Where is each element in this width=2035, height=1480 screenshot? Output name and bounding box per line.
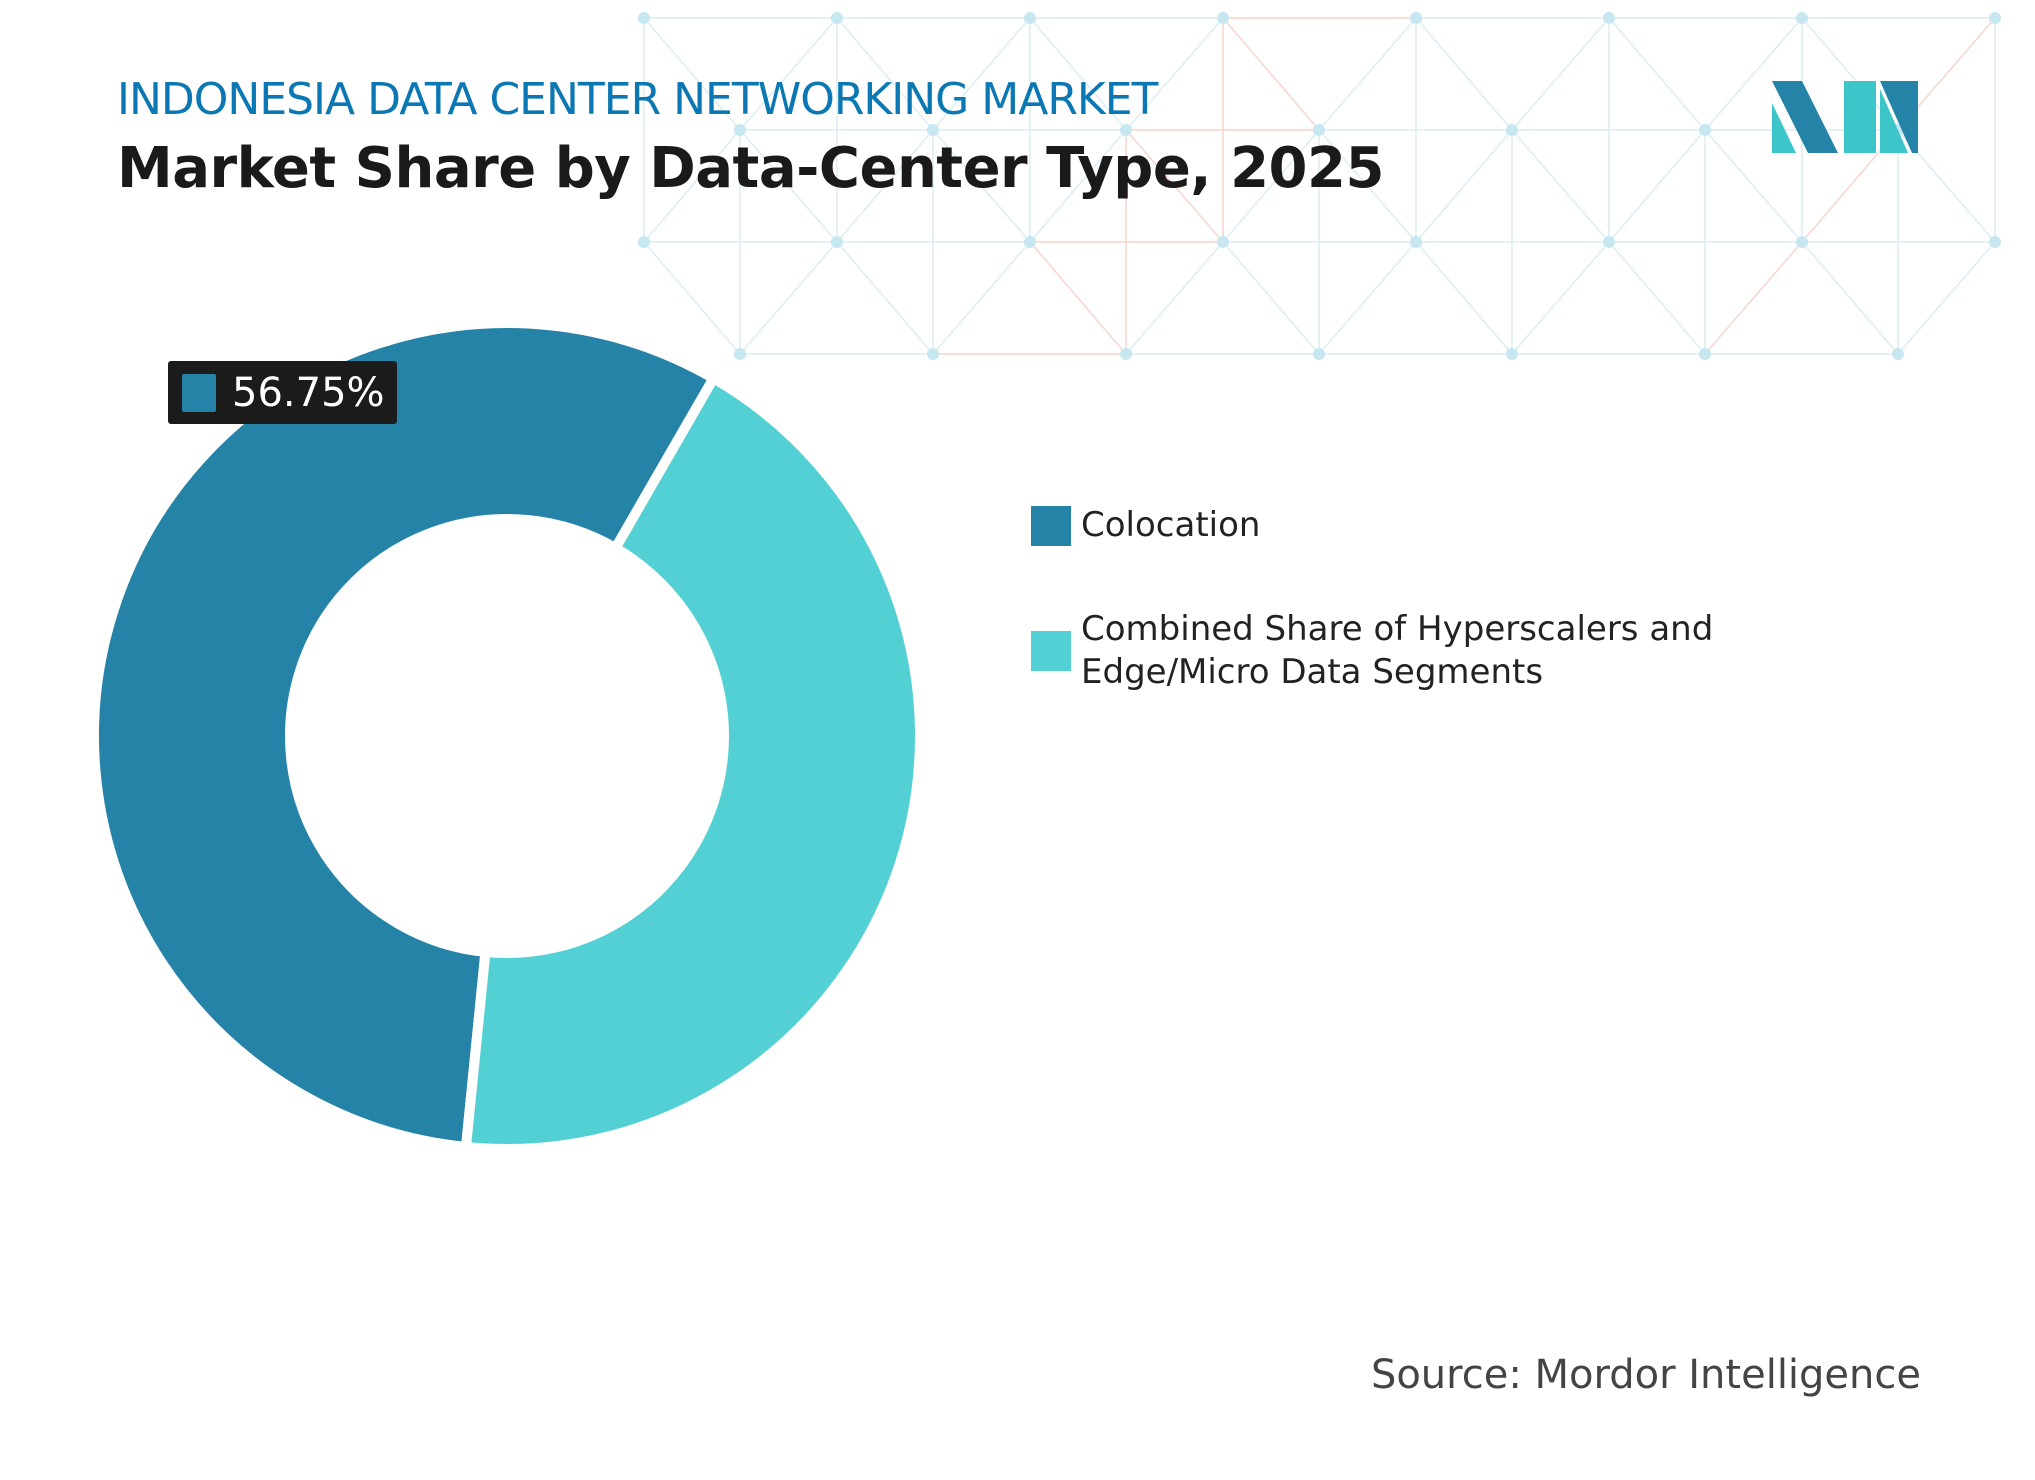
pattern-dot [1217,12,1229,24]
legend-swatch [1031,505,1071,546]
data-label-value: 56.75% [232,369,385,416]
chart-title: Market Share by Data-Center Type, 2025 [117,136,1384,201]
pattern-line [1608,241,1706,355]
pattern-dot [1699,348,1711,360]
pattern-line [1222,129,1320,243]
pattern-dot [831,12,843,24]
pattern-line [1704,129,1803,243]
pattern-dot [1892,348,1904,360]
pattern-dot [831,236,843,248]
pattern-line [1029,129,1127,243]
legend-item-colocation: Colocation [1031,504,1721,547]
pattern-line [643,17,741,131]
pattern-line [1125,241,1224,355]
pattern-dot [1024,12,1036,24]
donut-slice-1 [460,371,925,1154]
pattern-line [643,241,741,355]
donut-chart [89,318,925,1154]
pattern-dot [734,124,746,136]
pattern-line [1511,17,1610,131]
donut-slice-0 [89,318,721,1153]
pattern-dot [1796,12,1808,24]
legend-label: Colocation [1081,505,1261,545]
pattern-line [1029,17,1127,131]
pattern-line [1897,241,1996,355]
pattern-dot [1120,124,1132,136]
pattern-line [1704,241,1803,355]
pattern-line [643,129,741,243]
pattern-dot [1313,124,1325,136]
data-label-swatch [182,373,216,412]
pattern-dot [1120,348,1132,360]
pattern-line [739,129,838,243]
pattern-dot [927,124,939,136]
pattern-dot [638,12,650,24]
pattern-dot [1989,12,2001,24]
pattern-dot [1699,124,1711,136]
pattern-line [739,241,838,355]
pattern-line [1511,129,1610,243]
pattern-dot [1313,348,1325,360]
pattern-line [932,241,1031,355]
pattern-line [1415,241,1513,355]
pattern-dot [1506,348,1518,360]
pattern-dot [927,348,939,360]
pattern-line [1511,241,1610,355]
pattern-line [836,17,934,131]
pattern-dot [1506,124,1518,136]
background-network-pattern [638,12,2001,360]
pattern-line [1801,241,1899,355]
pattern-line [1222,17,1320,131]
legend-swatch [1031,631,1071,671]
pattern-line [1125,17,1224,131]
pattern-dot [1024,236,1036,248]
pattern-line [1704,17,1803,131]
pattern-line [1318,129,1417,243]
pattern-line [739,17,838,131]
pattern-line [1222,241,1320,355]
pattern-dot [1603,12,1615,24]
data-label-colocation: 56.75% [168,361,397,424]
pattern-line [836,129,934,243]
pattern-line [1125,129,1224,243]
pattern-dot [1796,236,1808,248]
pattern-line [1608,17,1706,131]
pattern-dot [734,348,746,360]
pattern-dot [1603,236,1615,248]
source-note: Source: Mordor Intelligence [1370,1352,1921,1398]
pattern-dot [1217,236,1229,248]
pattern-line [836,241,934,355]
pattern-dot [1410,236,1422,248]
chart-kicker: INDONESIA DATA CENTER NETWORKING MARKET [117,74,1158,125]
pattern-line [932,129,1031,243]
pattern-line [1415,129,1513,243]
pattern-line [932,17,1031,131]
pattern-dot [1989,236,2001,248]
pattern-line [1029,241,1127,355]
legend-item-combined: Combined Share of Hyperscalers and Edge/… [1031,608,1721,694]
pattern-line [1318,17,1417,131]
pattern-line [1608,129,1706,243]
pattern-dot [1410,12,1422,24]
legend-label: Combined Share of Hyperscalers and Edge/… [1081,609,1714,692]
mordor-logo-icon [1772,81,1918,153]
pattern-dot [638,236,650,248]
pattern-line [1318,241,1417,355]
pattern-line [1415,17,1513,131]
